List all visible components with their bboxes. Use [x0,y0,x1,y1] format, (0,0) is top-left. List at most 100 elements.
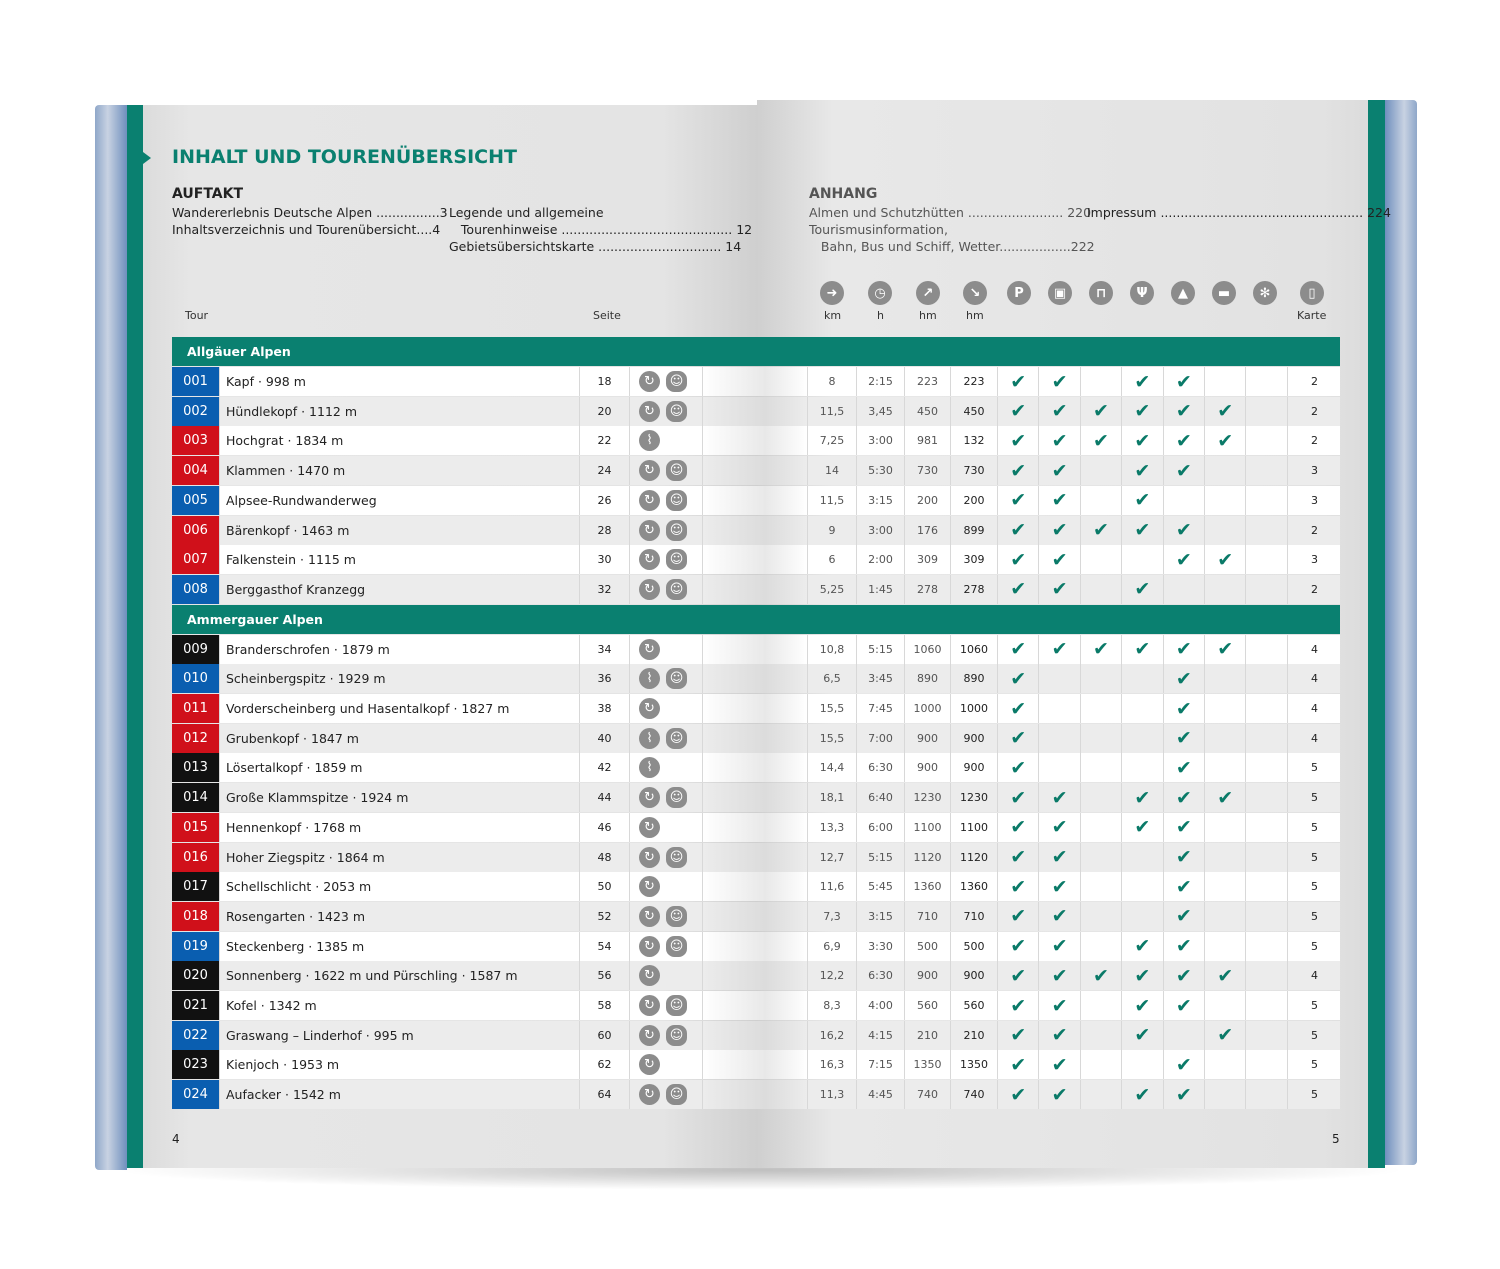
tour-row[interactable]: 006 Bärenkopf · 1463 m 28 ↻ ☺ 9 3:00 176 899 ✔ ✔ ✔ ✔… [172,515,1340,545]
tour-row[interactable]: 005 Alpsee-Rundwanderweg 26 ↻ ☺ 11,5 3:15 200 20… [172,485,1340,515]
tour-page: 54 [580,931,630,961]
tour-number-badge: 017 [172,872,220,902]
one-way-path-icon: ⌇ [639,757,660,779]
check-icon: ✔ [1134,994,1151,1017]
toc-item[interactable]: Inhaltsverzeichnis und Tourenübersicht..… [172,222,441,237]
tour-row[interactable]: 019 Steckenberg · 1385 m 54 ↻ ☺ 6,9 3:30 500 500… [172,931,1340,961]
tour-name[interactable]: Klammen · 1470 m [220,456,580,486]
column-h: h [877,309,884,322]
check-cell-snowflake [1246,812,1288,842]
auftakt-list-2: Legende und allgemeine Tourenhinweise ..… [449,204,752,255]
toc-item[interactable]: Legende und allgemeine [449,205,604,220]
tour-name[interactable]: Hochgrat · 1834 m [220,426,580,456]
check-cell-parking: ✔ [998,664,1040,694]
tour-ascent: 900 [905,961,951,991]
tour-name[interactable]: Berggasthof Kranzegg [220,574,580,604]
tour-name[interactable]: Bärenkopf · 1463 m [220,515,580,545]
tour-name[interactable]: Hündlekopf · 1112 m [220,396,580,426]
tour-row[interactable]: 020 Sonnenberg · 1622 m und Pürschling · … [172,961,1340,991]
gutter [703,723,808,753]
tour-row[interactable]: 004 Klammen · 1470 m 24 ↻ ☺ 14 5:30 730 730 ✔ ✔ ✔ ✔ 3 [172,456,1340,486]
tour-row[interactable]: 002 Hündlekopf · 1112 m 20 ↻ ☺ 11,5 3,45 450 450… [172,396,1340,426]
tour-name[interactable]: Rosengarten · 1423 m [220,901,580,931]
tour-name[interactable]: Hennenkopf · 1768 m [220,812,580,842]
tour-name[interactable]: Große Klammspitze · 1924 m [220,783,580,813]
tour-type-icons: ↻ ☺ [630,1080,703,1110]
check-icon: ✔ [1175,875,1192,898]
check-cell-hut: ✔ [1164,961,1205,991]
tour-row[interactable]: 022 Graswang – Linderhof · 995 m 60 ↻ ☺ 16,2 4… [172,1020,1340,1050]
tour-page: 48 [580,842,630,872]
tour-km: 6,9 [808,931,857,961]
tour-name[interactable]: Branderschrofen · 1879 m [220,634,580,664]
check-cell-snowflake [1246,1080,1288,1110]
tour-row[interactable]: 014 Große Klammspitze · 1924 m 44 ↻ ☺ 18,1 6:4… [172,783,1340,813]
check-cell-restaurant: ✔ [1122,1020,1164,1050]
check-cell-snowflake [1246,931,1288,961]
tour-row[interactable]: 012 Grubenkopf · 1847 m 40 ⌇ ☺ 15,5 7:00 900 900… [172,723,1340,753]
check-cell-bus: ✔ [1039,367,1081,396]
tour-row[interactable]: 024 Aufacker · 1542 m 64 ↻ ☺ 11,3 4:45 740 740 ✔ ✔… [172,1080,1340,1110]
tour-row[interactable]: 010 Scheinbergspitz · 1929 m 36 ⌇ ☺ 6,5 3:45 89… [172,664,1340,694]
tour-km: 8,3 [808,991,857,1020]
check-cell-snowflake [1246,901,1288,931]
tour-row[interactable]: 017 Schellschlicht · 2053 m 50 ↻ 11,6 5:45 136… [172,872,1340,902]
check-icon: ✔ [1051,935,1068,958]
tour-name[interactable]: Falkenstein · 1115 m [220,545,580,575]
tour-row[interactable]: 013 Lösertalkopf · 1859 m 42 ⌇ 14,4 6:30 900 90… [172,753,1340,783]
tour-name[interactable]: Graswang – Linderhof · 995 m [220,1020,580,1050]
tour-name[interactable]: Grubenkopf · 1847 m [220,723,580,753]
check-cell-snowflake [1246,1050,1288,1080]
check-cell-parking: ✔ [998,1080,1040,1110]
tour-row[interactable]: 003 Hochgrat · 1834 m 22 ⌇ 7,25 3:00 981 132 ✔ ✔ ✔… [172,426,1340,456]
tour-name[interactable]: Kapf · 998 m [220,367,580,396]
check-cell-bus: ✔ [1039,931,1081,961]
check-icon: ✔ [1051,786,1068,809]
tour-number-badge: 019 [172,931,220,961]
tour-row[interactable]: 016 Hoher Ziegspitz · 1864 m 48 ↻ ☺ 12,7 5:15 1… [172,842,1340,872]
toc-item[interactable]: Gebietsübersichtskarte .................… [449,239,742,254]
check-icon: ✔ [1217,548,1234,571]
tour-row[interactable]: 021 Kofel · 1342 m 58 ↻ ☺ 8,3 4:00 560 560 ✔ ✔ ✔ ✔ 5 [172,991,1340,1020]
check-icon: ✔ [1010,727,1027,750]
tour-descent: 560 [951,991,998,1020]
gutter [703,961,808,991]
tour-name[interactable]: Steckenberg · 1385 m [220,931,580,961]
check-cell-bus: ✔ [1039,872,1081,902]
tour-name[interactable]: Hoher Ziegspitz · 1864 m [220,842,580,872]
toc-item[interactable]: Tourismusinformation, [809,222,948,237]
toc-item[interactable]: Almen und Schutzhütten .................… [809,205,1092,220]
tour-row[interactable]: 023 Kienjoch · 1953 m 62 ↻ 16,3 7:15 1350 1350 ✔… [172,1050,1340,1080]
tour-descent: 900 [951,961,998,991]
toc-item[interactable]: Tourenhinweise .........................… [449,222,753,237]
tour-row[interactable]: 009 Branderschrofen · 1879 m 34 ↻ 10,8 5:15 10… [172,634,1340,664]
tour-name[interactable]: Lösertalkopf · 1859 m [220,753,580,783]
tour-map: 5 [1311,1058,1318,1072]
check-cell-hut: ✔ [1164,664,1205,694]
check-cell-hut: ✔ [1164,812,1205,842]
tour-hours: 6:30 [857,961,905,991]
tour-name[interactable]: Scheinbergspitz · 1929 m [220,664,580,694]
tour-name[interactable]: Vorderscheinberg und Hasentalkopf · 1827… [220,694,580,723]
toc-item[interactable]: Wandererlebnis Deutsche Alpen ..........… [172,205,448,220]
tour-name[interactable]: Sonnenberg · 1622 m und Pürschling · 158… [220,961,580,991]
toc-item[interactable]: Bahn, Bus und Schiff, Wetter............… [809,239,1095,254]
check-cell-restaurant [1122,901,1164,931]
tour-name[interactable]: Kienjoch · 1953 m [220,1050,580,1080]
tour-hours: 3:15 [857,485,905,515]
tour-name[interactable]: Alpsee-Rundwanderweg [220,485,580,515]
tour-row[interactable]: 011 Vorderscheinberg und Hasentalkopf · 1… [172,694,1340,723]
tour-row[interactable]: 008 Berggasthof Kranzegg 32 ↻ ☺ 5,25 1:45 278 27… [172,574,1340,604]
impressum-item[interactable]: Impressum ..............................… [1087,205,1391,220]
tour-row[interactable]: 007 Falkenstein · 1115 m 30 ↻ ☺ 6 2:00 309 309 ✔ ✔… [172,545,1340,575]
check-cell-bus: ✔ [1039,426,1081,456]
tour-name[interactable]: Schellschlicht · 2053 m [220,872,580,902]
tour-name[interactable]: Kofel · 1342 m [220,991,580,1020]
check-cell-snowflake [1246,783,1288,813]
tour-row[interactable]: 018 Rosengarten · 1423 m 52 ↻ ☺ 7,3 3:15 710 710… [172,901,1340,931]
gutter [703,1020,808,1050]
tour-row[interactable]: 001 Kapf · 998 m 18 ↻ ☺ 8 2:15 223 223 ✔ ✔ ✔ ✔ 2 [172,367,1340,396]
tour-row[interactable]: 015 Hennenkopf · 1768 m 46 ↻ 13,3 6:00 1100 110… [172,812,1340,842]
tour-name[interactable]: Aufacker · 1542 m [220,1080,580,1110]
check-icon: ✔ [1175,400,1192,423]
